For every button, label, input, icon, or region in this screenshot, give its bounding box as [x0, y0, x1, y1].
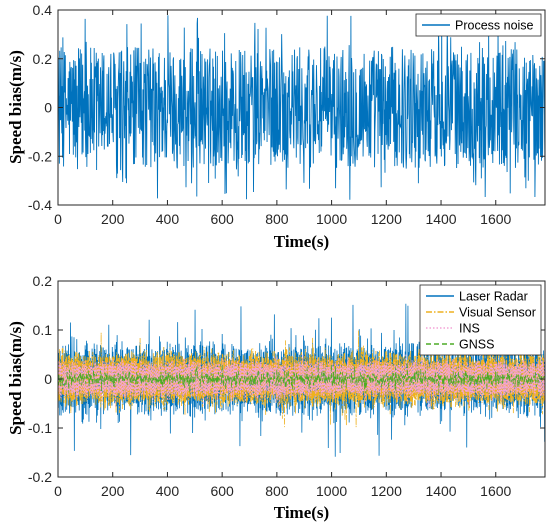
y-tick-label: -0.1: [28, 420, 52, 436]
legend-top: Process noise: [415, 13, 542, 37]
y-tick-label: -0.2: [28, 469, 52, 485]
x-axis-title-top: Time(s): [274, 232, 329, 251]
y-tick-label: 0.2: [33, 51, 53, 67]
x-tick-label: 400: [156, 211, 180, 227]
y-tick-label: 0.4: [33, 2, 53, 18]
x-tick-label: 1400: [425, 483, 456, 499]
x-tick-label: 1400: [425, 211, 456, 227]
y-tick-label: -0.2: [28, 148, 52, 164]
x-tick-label: 1000: [316, 211, 347, 227]
series-line-process-noise: [58, 15, 545, 200]
series-line-gnss: [58, 364, 545, 394]
x-tick-label: 0: [54, 483, 62, 499]
x-tick-label: 600: [210, 211, 234, 227]
y-axis-ticks-top: 0.4 0.2 0 -0.2 -0.4: [28, 2, 545, 213]
legend-label: Laser Radar: [459, 290, 528, 304]
y-tick-label: 0: [44, 100, 52, 116]
sensor-bias-subplot: 0 200 400 600 800 1000 1200 1400 1600 0.20.10-0.…: [6, 273, 546, 522]
y-axis-ticks-bottom: 0.2 0.1 0 -0.1 -0.2: [28, 273, 545, 485]
x-tick-label: 0: [54, 211, 62, 227]
legend-bottom: Laser Radar Visual Sensor INS GNSS: [419, 284, 542, 356]
series-line-ins: [58, 353, 545, 408]
legend-label: Process noise: [455, 19, 534, 33]
y-tick-label: 0.1: [33, 322, 53, 338]
x-axis-title-bottom: Time(s): [274, 503, 329, 522]
x-tick-label: 200: [101, 211, 125, 227]
y-tick-label: -0.4: [28, 197, 52, 213]
x-tick-label: 600: [210, 483, 234, 499]
x-tick-label: 800: [265, 483, 289, 499]
x-axis-ticks-top: 0 200 400 600 800 1000 1200 1400 1600: [54, 10, 512, 227]
x-tick-label: 1200: [371, 211, 402, 227]
plot-area-process-noise: [58, 15, 545, 200]
y-tick-label: 0.2: [33, 273, 53, 289]
y-axis-title-bottom: Speed bias(m/s): [6, 321, 25, 435]
x-tick-label: 400: [156, 483, 180, 499]
legend-label: GNSS: [459, 338, 494, 352]
plot-area-sensor-bias: [58, 303, 545, 457]
y-axis-title-top: Speed bias(m/s): [6, 50, 25, 164]
legend-label: INS: [459, 322, 480, 336]
x-tick-label: 1600: [480, 211, 511, 227]
legend-box: [415, 13, 542, 37]
process-noise-subplot: 0 200 400 600 800 1000 1200 1400 1600 0.40.20-0.…: [6, 2, 546, 251]
x-tick-label: 1600: [480, 483, 511, 499]
x-axis-ticks-bottom: 0 200 400 600 800 1000 1200 1400 1600: [54, 281, 512, 499]
legend-label: Visual Sensor: [459, 306, 536, 320]
x-tick-label: 1200: [371, 483, 402, 499]
y-tick-label: 0: [44, 371, 52, 387]
x-tick-label: 200: [101, 483, 125, 499]
x-tick-label: 1000: [316, 483, 347, 499]
x-tick-label: 800: [265, 211, 289, 227]
